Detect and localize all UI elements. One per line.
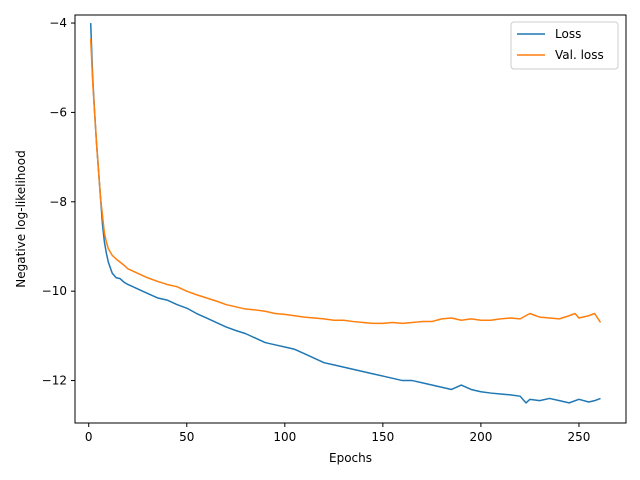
x-tick-label: 0 xyxy=(85,430,93,444)
y-tick-label: −4 xyxy=(49,16,67,30)
legend-label: Loss xyxy=(555,27,581,41)
plot-lines xyxy=(89,23,602,404)
x-axis-label: Epochs xyxy=(329,451,372,465)
x-axis-ticks: 0 50 100 150 200 250 xyxy=(85,423,590,444)
x-tick-label: 250 xyxy=(567,430,590,444)
y-tick-label: −12 xyxy=(42,374,67,388)
x-tick-label: 50 xyxy=(179,430,194,444)
y-tick-label: −10 xyxy=(42,284,67,298)
x-tick-label: 150 xyxy=(371,430,394,444)
y-axis-ticks: −4 −6 −8 −10 −12 xyxy=(42,16,75,388)
y-tick-label: −6 xyxy=(49,105,67,119)
legend-label: Val. loss xyxy=(555,48,604,62)
plot-frame xyxy=(74,14,627,424)
y-tick-label: −8 xyxy=(49,195,67,209)
y-axis-label: Negative log-likelihood xyxy=(14,150,28,287)
series-line-1 xyxy=(89,38,602,325)
x-tick-label: 100 xyxy=(273,430,296,444)
series-line-0 xyxy=(89,23,601,404)
legend: Loss Val. loss xyxy=(510,21,619,70)
x-tick-label: 200 xyxy=(469,430,492,444)
